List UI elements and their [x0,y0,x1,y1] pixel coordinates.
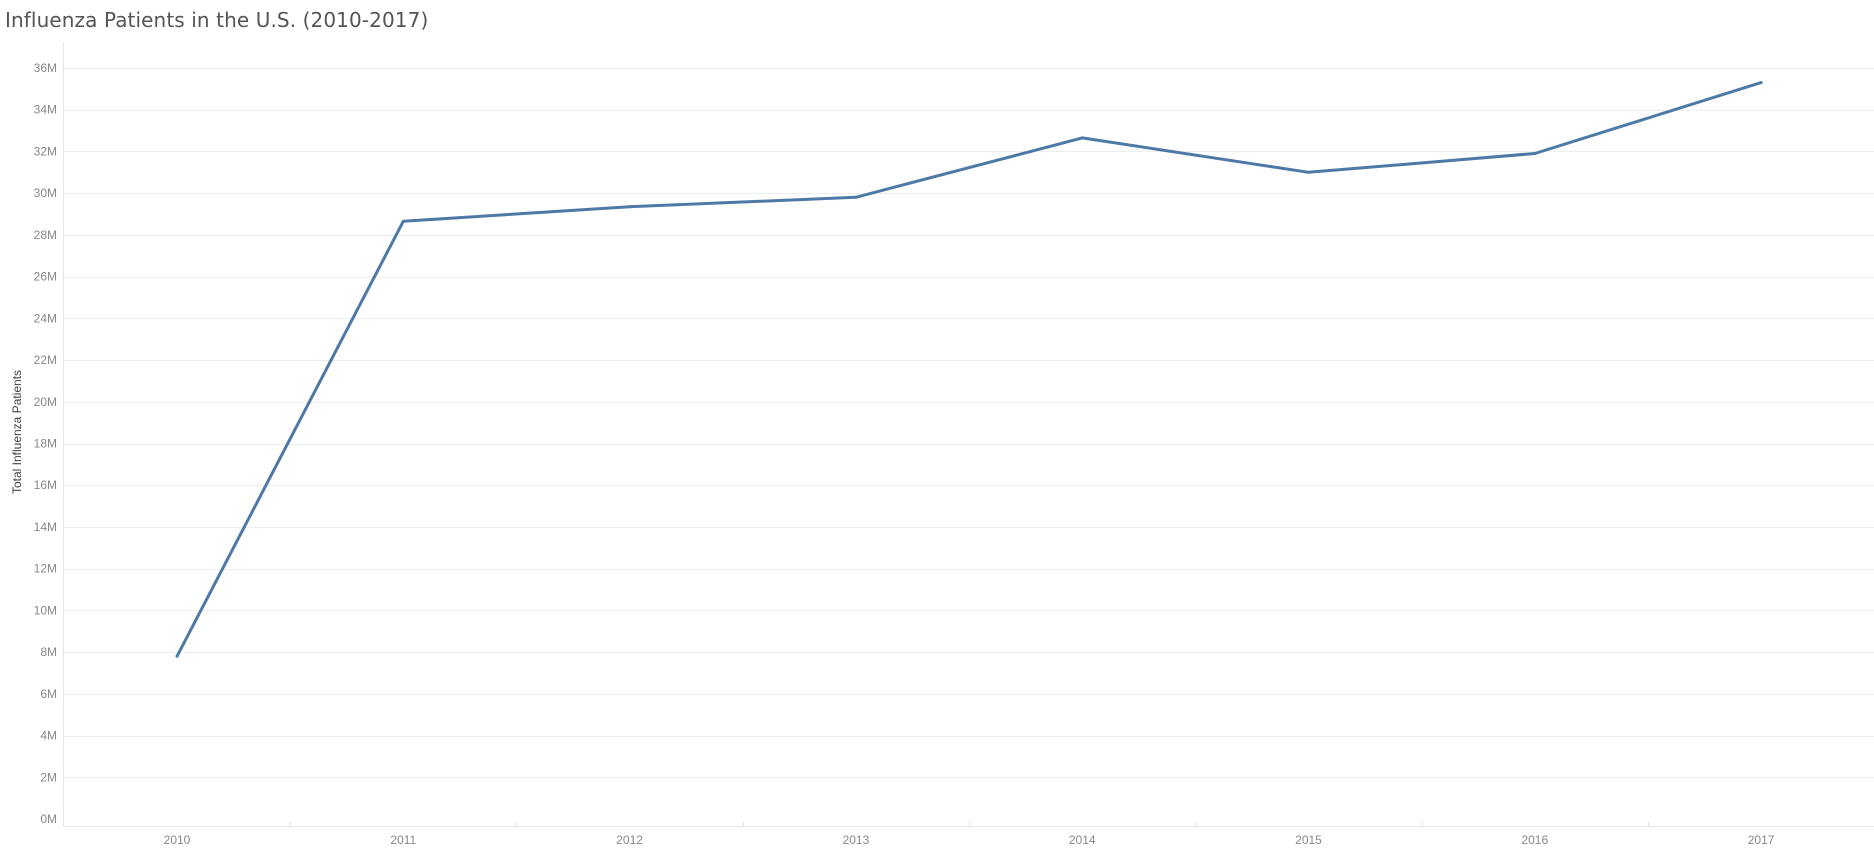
y-tick-label: 22M [34,353,57,367]
y-tick-label: 8M [40,645,57,659]
data-point[interactable] [854,195,858,199]
y-tick-label: 6M [40,687,57,701]
x-tick-label: 2011 [390,833,416,847]
y-tick-label: 12M [34,562,57,576]
axes [63,42,1874,827]
x-tick-label: 2017 [1748,833,1775,847]
y-tick-label: 0M [40,812,57,826]
y-tick-label: 16M [34,478,57,492]
x-tick-labels: 2010 2011 2012 2013 2014 2015 2016 2017 [164,833,1775,847]
y-tick-label: 26M [34,270,57,284]
y-tick-label: 10M [34,603,57,617]
y-tick-label: 28M [34,228,57,242]
data-point[interactable] [1759,81,1763,85]
chart-title: Influenza Patients in the U.S. (2010-201… [5,8,429,32]
x-tick-label: 2015 [1295,833,1322,847]
y-tick-labels: 0M 2M 4M 6M 8M 10M 12M 14M 16M 18M 20M 22M 24M 26M 28M… [34,61,57,826]
x-tick-label: 2016 [1521,833,1548,847]
data-point[interactable] [175,654,179,658]
data-point[interactable] [1533,152,1537,156]
y-axis-title: Total Influenza Patients [10,370,24,494]
y-tick-label: 24M [34,311,57,325]
y-tick-label: 2M [40,770,57,784]
x-tick-label: 2014 [1069,833,1096,847]
x-tick-label: 2013 [843,833,870,847]
y-tick-label: 32M [34,144,57,158]
y-tick-label: 18M [34,437,57,451]
data-point[interactable] [401,219,405,223]
y-tick-label: 34M [34,103,57,117]
y-tick-label: 36M [34,61,57,75]
x-tick-label: 2010 [164,833,191,847]
data-point[interactable] [1307,170,1310,174]
data-point[interactable] [1080,136,1084,140]
series-layer [175,81,1763,658]
y-tick-label: 30M [34,186,57,200]
series-line [175,81,1762,657]
data-point[interactable] [628,205,632,209]
x-tick-label: 2012 [616,833,643,847]
y-tick-label: 14M [34,520,57,534]
gridlines [63,68,1874,778]
y-tick-label: 4M [40,729,57,743]
y-tick-label: 20M [34,395,57,409]
